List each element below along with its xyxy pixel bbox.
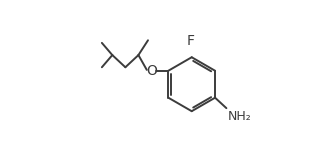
Text: NH₂: NH₂: [227, 110, 251, 123]
Text: F: F: [187, 34, 195, 48]
Text: O: O: [146, 64, 157, 78]
